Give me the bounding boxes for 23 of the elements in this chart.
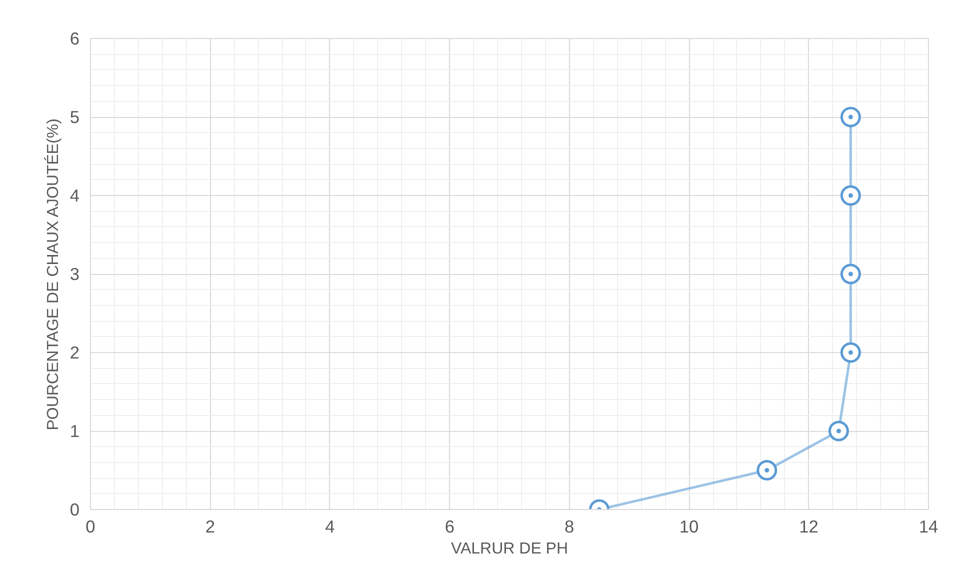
point <box>840 106 861 128</box>
x-tick-label: 10 <box>679 516 699 536</box>
y-tick-label: 0 <box>70 500 80 520</box>
point <box>840 264 861 284</box>
x-tick-label: 8 <box>564 516 574 536</box>
point <box>840 342 861 363</box>
x-axis-title: VALRUR DE PH <box>450 540 568 558</box>
x-tick-label: 14 <box>918 516 938 536</box>
x-tick-label: 0 <box>86 516 96 536</box>
x-tick-label: 12 <box>799 516 818 536</box>
y-tick-label: 2 <box>70 342 80 362</box>
x-tick-label: 6 <box>444 516 454 536</box>
point <box>840 185 861 206</box>
y-tick-label: 4 <box>70 186 80 206</box>
x-tick-label: 2 <box>205 516 216 536</box>
y-tick-label: 5 <box>70 107 80 127</box>
point <box>828 420 849 442</box>
y-tick-label: 1 <box>70 421 80 441</box>
y-axis-title: POURCENTAGE DE CHAUX AJOUTÉE(%) <box>44 118 62 430</box>
point <box>756 460 778 480</box>
y-tick-label: 3 <box>70 264 80 284</box>
y-tick-label: 6 <box>70 28 80 48</box>
x-tick-label: 4 <box>325 516 336 536</box>
